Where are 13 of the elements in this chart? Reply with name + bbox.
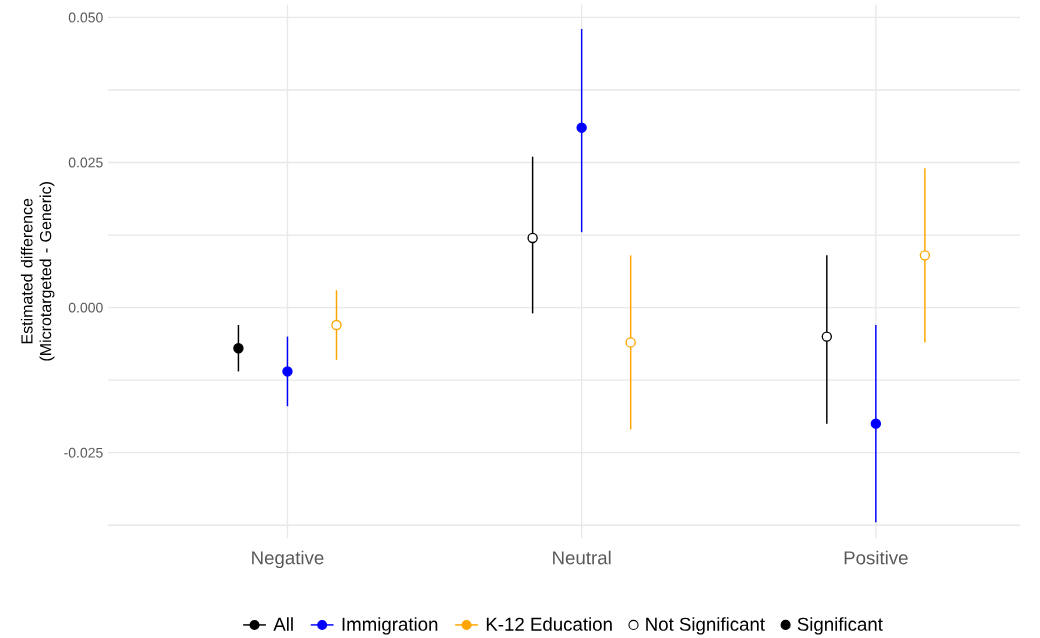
x-tick-label: Positive bbox=[844, 550, 908, 565]
y-tick-label: 0.000 bbox=[68, 302, 103, 313]
legend-label: All bbox=[273, 617, 293, 631]
x-tick-label: Neutral bbox=[553, 550, 611, 565]
legend-label: Not Significant bbox=[646, 617, 765, 635]
y-tick-label: 0.025 bbox=[68, 157, 103, 168]
y-tick-label: -0.025 bbox=[64, 447, 103, 458]
legend-label: Significant bbox=[797, 617, 883, 635]
y-axis-title: Estimated difference (Microtargeted - Generic) bbox=[20, 182, 55, 361]
legend-label: K-12 Education bbox=[486, 617, 612, 631]
legend-label: Immigration bbox=[342, 617, 438, 635]
x-tick-label: Negative bbox=[252, 550, 324, 569]
y-tick-label: 0.050 bbox=[68, 12, 103, 23]
